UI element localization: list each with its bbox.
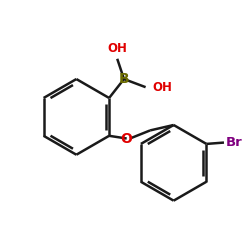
Text: Br: Br — [226, 136, 243, 149]
Text: B: B — [119, 72, 129, 86]
Text: OH: OH — [152, 81, 172, 94]
Text: OH: OH — [107, 42, 127, 55]
Text: O: O — [121, 132, 132, 145]
